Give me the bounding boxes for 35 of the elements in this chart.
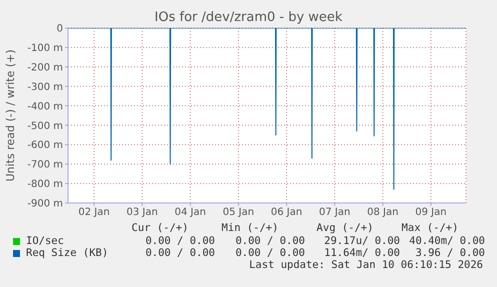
text: Min (-/+) (220, 222, 280, 234)
x-tick-label: 02 Jan (78, 207, 110, 218)
x-tick-label: 09 Jan (415, 207, 447, 218)
y-tick-label: -700 m (27, 160, 63, 171)
y-axis-title: Units read (-) / write (+) (4, 49, 17, 182)
text: Cur (-/+) (130, 222, 190, 234)
x-tick-label: 07 Jan (319, 207, 350, 218)
x-tick-label: 08 Jan (367, 207, 398, 218)
y-tick-label: -100 m (27, 42, 63, 54)
x-tick-label: 06 Jan (270, 207, 302, 218)
y-tick-label: -900 m (27, 198, 63, 210)
y-tick-label: 0 (56, 24, 63, 35)
y-tick-label: -200 m (27, 62, 63, 74)
text: 40.40m/ 0.00 (409, 235, 485, 247)
text: 11.64m/ 0.00 (324, 247, 400, 259)
text: 0.00 / 0.00 (235, 247, 305, 259)
text: 0.00 / 0.00 (144, 247, 215, 259)
text: 3.96 / 0.00 (415, 247, 485, 259)
x-tick-label: 04 Jan (174, 207, 206, 218)
x-tick-label: 03 Jan (126, 207, 158, 218)
text: Max (-/+) (400, 222, 460, 234)
text: 0.00 / 0.00 (144, 235, 215, 247)
y-tick-label: -800 m (27, 179, 63, 190)
legend-label: IO/sec (26, 235, 64, 247)
y-tick-label: -600 m (27, 140, 63, 152)
x-tick-label: 05 Jan (222, 207, 254, 218)
legend-label: Req Size (KB) (26, 247, 108, 259)
y-tick-label: -400 m (27, 101, 63, 112)
chart-title: IOs for /dev/zram0 - by week (154, 10, 344, 25)
text: 0.00 / 0.00 (235, 235, 305, 247)
y-tick-label: -500 m (27, 120, 63, 132)
y-tick-label: -300 m (27, 82, 63, 93)
text: Last update: Sat Jan 10 06:10:15 2026 (249, 259, 483, 271)
text: 29.17u/ 0.00 (324, 235, 400, 247)
text: Avg (-/+) (316, 222, 374, 234)
